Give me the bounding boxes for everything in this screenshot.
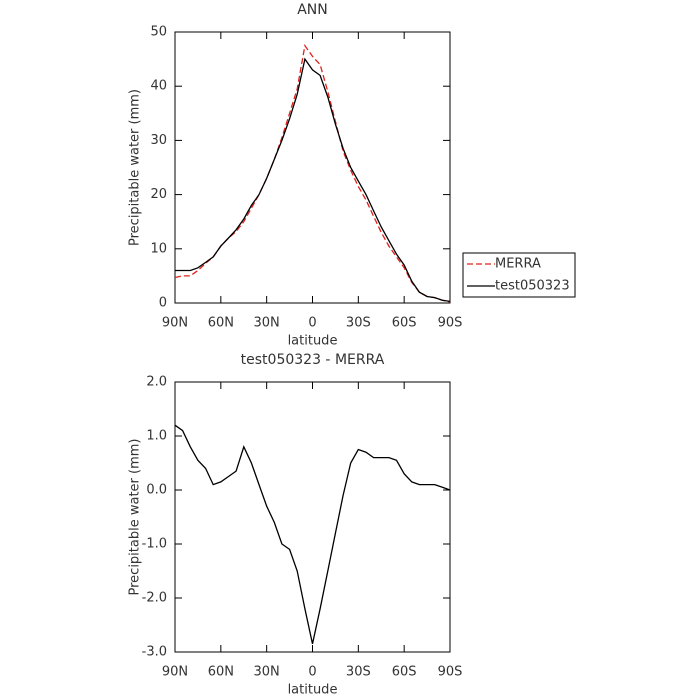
y-tick-label: 30 xyxy=(150,133,167,148)
y-tick-label: -1.0 xyxy=(142,537,167,552)
chart-title: test050323 - MERRA xyxy=(241,352,385,368)
chart-title: ANN xyxy=(297,2,328,18)
x-tick-label: 90N xyxy=(162,316,188,331)
legend-label: MERRA xyxy=(495,257,541,272)
y-tick-label: 50 xyxy=(150,25,167,40)
y-tick-label: 10 xyxy=(150,241,167,256)
data-line xyxy=(174,43,451,303)
y-tick-label: 0.0 xyxy=(146,483,167,498)
y-tick-label: -3.0 xyxy=(142,645,167,660)
x-tick-label: 30S xyxy=(346,665,371,680)
data-line xyxy=(175,57,451,303)
y-tick-label: -2.0 xyxy=(142,591,167,606)
x-tick-label: 0 xyxy=(308,316,316,331)
plot-frame xyxy=(174,31,451,304)
x-tick-label: 0 xyxy=(308,665,316,680)
legend-box xyxy=(462,252,576,298)
x-tick-label: 30S xyxy=(346,316,371,331)
data-line xyxy=(174,424,451,645)
legend-label: test050323 xyxy=(495,279,570,294)
x-tick-label: 90S xyxy=(438,316,463,331)
x-tick-label: 90S xyxy=(438,665,463,680)
x-tick-label: 60S xyxy=(392,316,417,331)
y-tick-label: 40 xyxy=(150,79,167,94)
x-axis-label: latitude xyxy=(288,683,338,698)
x-tick-label: 30N xyxy=(254,665,280,680)
x-axis-label: latitude xyxy=(288,334,338,349)
y-tick-label: 0 xyxy=(159,296,167,311)
x-tick-label: 30N xyxy=(254,316,280,331)
y-tick-label: 1.0 xyxy=(146,429,167,444)
plot-frame xyxy=(174,381,451,653)
x-tick-label: 60N xyxy=(208,665,234,680)
y-axis-label: Precipitable water (mm) xyxy=(128,439,143,596)
y-tick-label: 20 xyxy=(150,187,167,202)
x-tick-label: 60S xyxy=(392,665,417,680)
x-tick-label: 90N xyxy=(162,665,188,680)
x-tick-label: 60N xyxy=(208,316,234,331)
y-axis-label: Precipitable water (mm) xyxy=(128,89,143,246)
y-tick-label: 2.0 xyxy=(146,375,167,390)
